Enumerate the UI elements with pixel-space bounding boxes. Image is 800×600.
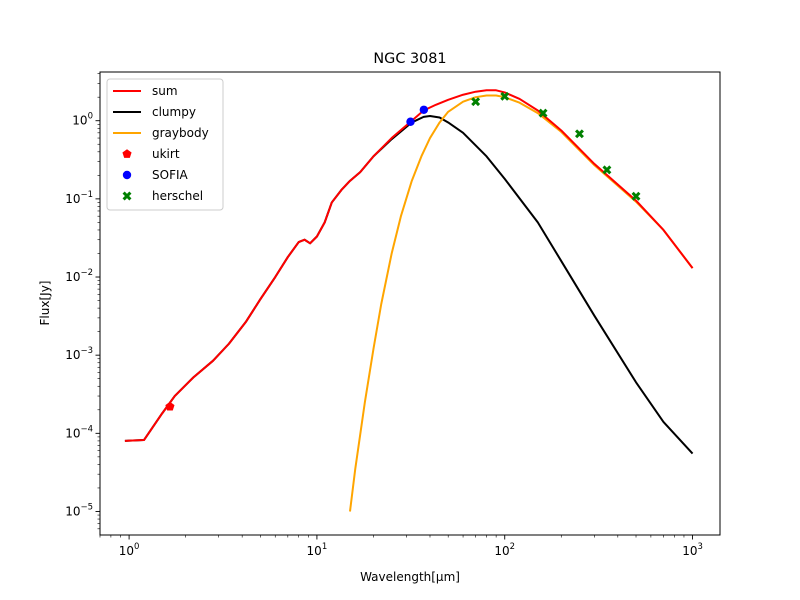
legend-swatch-sofia-marker-0 (122, 170, 132, 180)
x-tick-label-1: 101 (307, 542, 328, 558)
y-axis-label: Flux[Jy] (38, 281, 52, 326)
y-tick-label-2: 10−3 (65, 346, 93, 362)
legend-swatch-ukirt-marker-0 (122, 149, 132, 158)
legend-label-graybody: graybody (152, 126, 209, 140)
x-tick-label-3: 103 (682, 542, 703, 558)
series-herschel-marker-1 (500, 91, 510, 101)
legend-item-sum: sum (113, 84, 178, 98)
series-herschel-marker-0 (471, 97, 481, 107)
legend-label-sum: sum (152, 84, 178, 98)
plot-content (124, 89, 694, 512)
series-ukirt-marker-0 (165, 401, 175, 411)
plot-area (124, 89, 694, 512)
series-herschel-marker-3 (575, 129, 584, 139)
legend-swatch-herschel-marker-0 (122, 191, 132, 201)
series-herschel-marker-4 (602, 165, 612, 175)
axis-ticks: 100 101 102 103 10−5 10−4 10−3 10−2 10−1 100 (65, 73, 703, 558)
legend-item-sofia: SOFIA (122, 168, 189, 182)
y-tick-label-3: 10−2 (65, 268, 93, 284)
chart-title: NGC 3081 (373, 51, 446, 67)
x-tick-label-2: 102 (494, 542, 515, 558)
series-herschel-marker-2 (538, 108, 548, 118)
legend: sum clumpy graybody ukirt SOFIA herschel (106, 78, 224, 211)
legend-item-graybody: graybody (113, 126, 209, 140)
series-sum-line (124, 89, 694, 442)
legend-item-herschel: herschel (122, 189, 203, 203)
legend-label-sofia: SOFIA (152, 168, 189, 182)
legend-label-ukirt: ukirt (152, 147, 180, 161)
legend-label-herschel: herschel (152, 189, 203, 203)
y-tick-label-1: 10−4 (65, 424, 93, 440)
y-tick-label-0: 10−5 (65, 502, 93, 518)
y-tick-label-4: 10−1 (65, 190, 93, 206)
x-tick-label-0: 100 (119, 542, 140, 558)
x-axis-label: Wavelength[μm] (360, 570, 460, 584)
y-tick-label-5: 100 (72, 112, 93, 128)
legend-item-clumpy: clumpy (113, 105, 196, 119)
legend-label-clumpy: clumpy (152, 105, 196, 119)
legend-item-ukirt: ukirt (122, 147, 180, 161)
series-sofia-marker-0 (406, 117, 415, 126)
series-herschel-marker-5 (631, 191, 641, 201)
series-sofia-marker-1 (419, 105, 429, 114)
axes-frame (99, 71, 721, 536)
